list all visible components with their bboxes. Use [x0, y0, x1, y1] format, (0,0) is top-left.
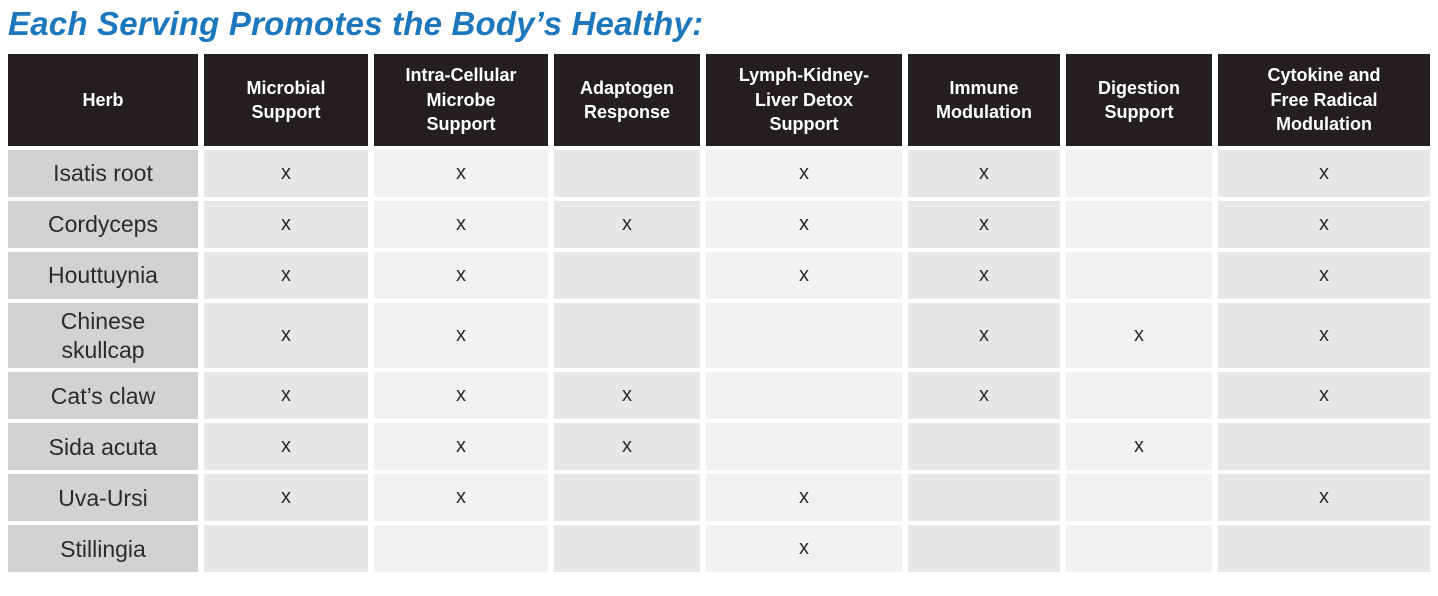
empty-cell	[908, 423, 1060, 471]
benefit-mark-cell: x	[374, 149, 548, 197]
empty-cell	[554, 525, 700, 573]
benefit-mark-cell: x	[374, 302, 548, 369]
benefit-mark-cell: x	[204, 149, 368, 197]
benefit-mark-cell: x	[908, 200, 1060, 248]
column-header-6: Digestion Support	[1066, 53, 1212, 146]
herb-benefits-table: Herb Microbial Support Intra-Cellular Micr…	[2, 50, 1436, 577]
benefit-mark-cell: x	[554, 200, 700, 248]
column-header-herb: Herb	[8, 53, 198, 146]
empty-cell	[554, 474, 700, 522]
herb-name-cell: Sida acuta	[8, 423, 198, 471]
benefit-mark-cell: x	[706, 474, 902, 522]
column-header-3: Adaptogen Response	[554, 53, 700, 146]
benefit-mark-cell: x	[1218, 474, 1430, 522]
benefit-mark-cell: x	[554, 372, 700, 420]
table-row: Sida acuta x x x x	[8, 423, 1430, 471]
column-header-4: Lymph-Kidney-Liver Detox Support	[706, 53, 902, 146]
empty-cell	[1066, 149, 1212, 197]
benefit-mark-cell: x	[204, 423, 368, 471]
empty-cell	[554, 149, 700, 197]
table-row: Cordyceps x x x x x x	[8, 200, 1430, 248]
herb-name-cell: Cordyceps	[8, 200, 198, 248]
herb-name-cell: Houttuynia	[8, 251, 198, 299]
benefit-mark-cell: x	[706, 200, 902, 248]
table-row: Stillingia x	[8, 525, 1430, 573]
benefit-mark-cell: x	[908, 372, 1060, 420]
column-header-1: Microbial Support	[204, 53, 368, 146]
table-row: Isatis root x x x x x	[8, 149, 1430, 197]
herb-name-cell: Cat’s claw	[8, 372, 198, 420]
empty-cell	[1218, 525, 1430, 573]
empty-cell	[1066, 525, 1212, 573]
herb-benefits-infographic: Each Serving Promotes the Body’s Healthy…	[0, 5, 1438, 596]
herb-name-cell: Stillingia	[8, 525, 198, 573]
empty-cell	[1066, 251, 1212, 299]
empty-cell	[1066, 372, 1212, 420]
empty-cell	[204, 525, 368, 573]
table-body: Isatis root x x x x x Cordyceps x x x x x x Houttuyni…	[8, 149, 1430, 573]
column-header-2: Intra-Cellular Microbe Support	[374, 53, 548, 146]
empty-cell	[374, 525, 548, 573]
benefit-mark-cell: x	[374, 251, 548, 299]
benefit-mark-cell: x	[1066, 302, 1212, 369]
benefit-mark-cell: x	[374, 372, 548, 420]
benefit-mark-cell: x	[374, 474, 548, 522]
table-row: Cat’s claw x x x x x	[8, 372, 1430, 420]
benefit-mark-cell: x	[1066, 423, 1212, 471]
empty-cell	[554, 302, 700, 369]
herb-name-cell: Chinese skullcap	[8, 302, 198, 369]
empty-cell	[706, 372, 902, 420]
column-header-7: Cytokine and Free Radical Modulation	[1218, 53, 1430, 146]
benefit-mark-cell: x	[908, 302, 1060, 369]
empty-cell	[908, 474, 1060, 522]
benefit-mark-cell: x	[374, 423, 548, 471]
empty-cell	[1066, 200, 1212, 248]
table-row: Houttuynia x x x x x	[8, 251, 1430, 299]
empty-cell	[554, 251, 700, 299]
column-header-5: Immune Modulation	[908, 53, 1060, 146]
herb-name-cell: Isatis root	[8, 149, 198, 197]
empty-cell	[706, 302, 902, 369]
benefit-mark-cell: x	[706, 525, 902, 573]
benefit-mark-cell: x	[1218, 200, 1430, 248]
benefit-mark-cell: x	[554, 423, 700, 471]
benefit-mark-cell: x	[706, 149, 902, 197]
benefit-mark-cell: x	[706, 251, 902, 299]
benefit-mark-cell: x	[204, 372, 368, 420]
header-row: Herb Microbial Support Intra-Cellular Micr…	[8, 53, 1430, 146]
herb-name-cell: Uva-Ursi	[8, 474, 198, 522]
table-row: Uva-Ursi x x x x	[8, 474, 1430, 522]
benefit-mark-cell: x	[908, 149, 1060, 197]
benefit-mark-cell: x	[1218, 251, 1430, 299]
benefit-mark-cell: x	[204, 302, 368, 369]
benefit-mark-cell: x	[204, 200, 368, 248]
empty-cell	[1218, 423, 1430, 471]
benefit-mark-cell: x	[1218, 372, 1430, 420]
benefit-mark-cell: x	[204, 474, 368, 522]
benefit-mark-cell: x	[1218, 149, 1430, 197]
benefit-mark-cell: x	[908, 251, 1060, 299]
empty-cell	[1066, 474, 1212, 522]
benefit-mark-cell: x	[374, 200, 548, 248]
empty-cell	[908, 525, 1060, 573]
empty-cell	[706, 423, 902, 471]
page-title: Each Serving Promotes the Body’s Healthy…	[8, 5, 704, 42]
table-row: Chinese skullcap x x x x x	[8, 302, 1430, 369]
benefit-mark-cell: x	[204, 251, 368, 299]
benefit-mark-cell: x	[1218, 302, 1430, 369]
